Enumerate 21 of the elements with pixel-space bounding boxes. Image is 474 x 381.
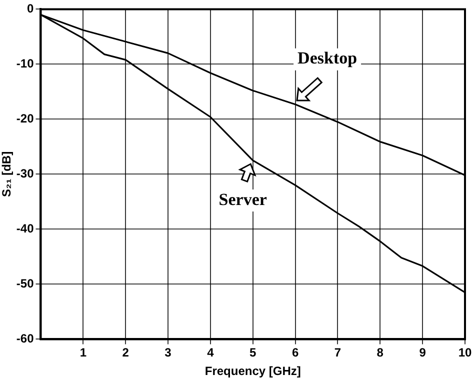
y-tick-label: -60 — [16, 332, 34, 346]
y-tick-label: -40 — [16, 222, 34, 236]
y-axis-title: S₂₁ [dB] — [0, 151, 14, 198]
x-tick-label: 6 — [292, 346, 299, 360]
x-tick-label: 10 — [458, 346, 472, 360]
x-axis-title: Frequency [GHz] — [204, 364, 301, 378]
x-tick-label: 8 — [376, 346, 384, 360]
y-tick-label: 0 — [27, 2, 34, 16]
x-tick-label: 3 — [164, 346, 172, 360]
y-tick-label: -10 — [16, 56, 34, 71]
legend-label: Server — [218, 190, 268, 209]
text: Desktop — [298, 48, 358, 68]
x-tick-label: 7 — [334, 346, 342, 360]
x-tick-label: 1 — [80, 346, 87, 360]
x-tick-label: 5 — [250, 346, 257, 360]
y-tick-label: -30 — [16, 166, 34, 181]
x-tick-label: 4 — [207, 346, 214, 360]
x-tick-label: 9 — [419, 346, 426, 360]
y-tick-label: -50 — [16, 276, 34, 291]
y-tick-label: -20 — [16, 112, 34, 126]
x-tick-label: 2 — [122, 346, 130, 360]
